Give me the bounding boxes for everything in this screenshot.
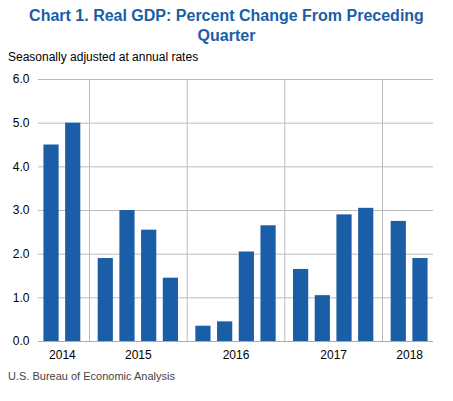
svg-text:2018: 2018 (396, 348, 423, 362)
svg-text:5.0: 5.0 (13, 116, 30, 130)
html-text:U.S. Bureau of Economic Analys: U.S. Bureau of Economic Analysis (8, 370, 175, 382)
svg-text:2014: 2014 (49, 348, 76, 362)
svg-text:0.0: 0.0 (13, 334, 30, 348)
svg-text:1.0: 1.0 (13, 291, 30, 305)
svg-text:2016: 2016 (223, 348, 250, 362)
html-text:Seasonally adjusted at annual: Seasonally adjusted at annual rates (8, 50, 199, 64)
svg-text:2015: 2015 (125, 348, 152, 362)
svg-text:3.0: 3.0 (13, 203, 30, 217)
svg-text:6.0: 6.0 (13, 72, 30, 86)
svg-text:4.0: 4.0 (13, 160, 30, 174)
svg-text:2017: 2017 (320, 348, 347, 362)
html-text:Chart 1. Real GDP: Percent Cha: Chart 1. Real GDP: Percent Change From P… (29, 7, 424, 44)
svg-text:2.0: 2.0 (13, 247, 30, 261)
